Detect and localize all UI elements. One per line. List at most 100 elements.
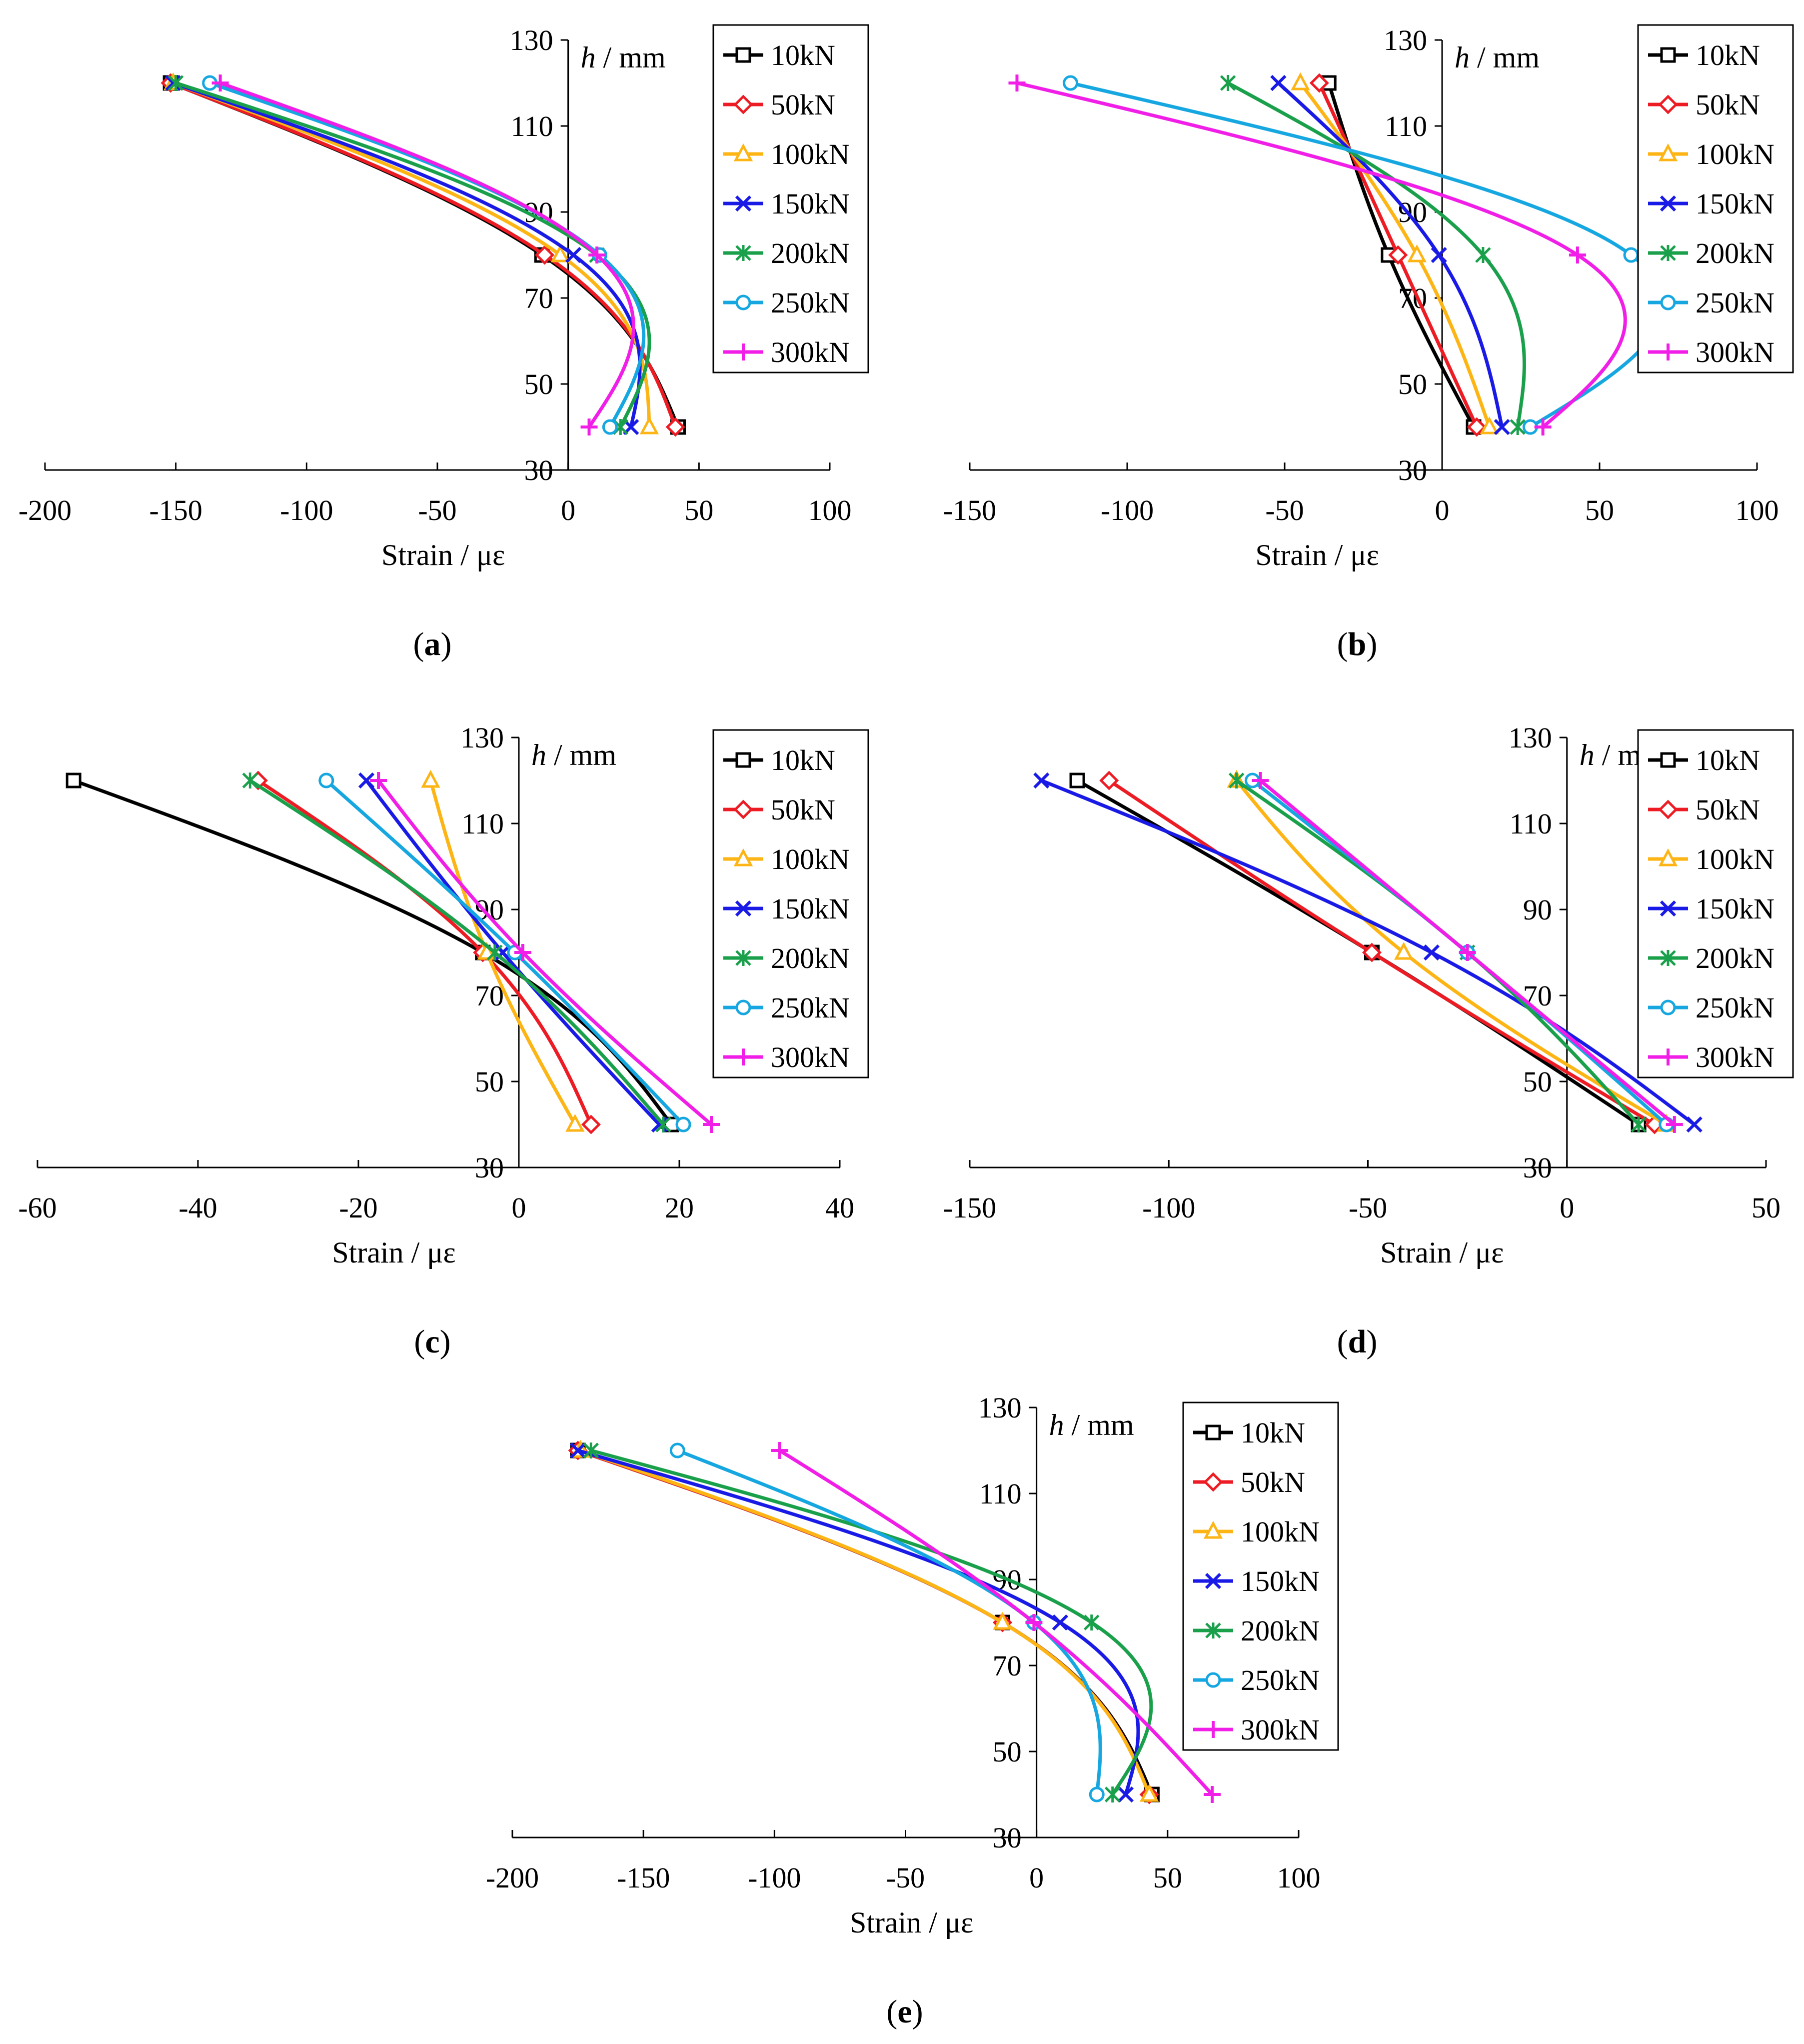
y-tick-label: 130 [510, 24, 553, 56]
legend-label: 50kN [1241, 1466, 1305, 1498]
x-axis-label: Strain / με [850, 1906, 973, 1939]
x-axis-label: Strain / με [1380, 1236, 1504, 1269]
data-point-150kN [1686, 1116, 1703, 1133]
y-tick-label: 110 [979, 1478, 1022, 1510]
legend-label: 200kN [771, 942, 850, 974]
data-point-300kN [1666, 1116, 1683, 1133]
series-line-50kN [169, 81, 677, 428]
y-tick-label: 50 [1523, 1066, 1552, 1098]
data-point-300kN [1534, 418, 1552, 436]
legend-label: 100kN [771, 843, 850, 876]
legend-marker [1205, 1721, 1222, 1738]
legend-marker [1660, 752, 1676, 768]
data-point-150kN [1033, 772, 1050, 789]
series-line-100kN [172, 81, 651, 428]
data-point-50kN [535, 245, 555, 265]
legend-marker [733, 143, 753, 162]
legend-marker [735, 344, 752, 360]
series-150kN [569, 1442, 1140, 1803]
data-point-250kN [675, 1116, 691, 1132]
x-tick-label: -200 [486, 1862, 539, 1894]
y-tick-label: 130 [460, 722, 504, 754]
data-point-150kN [358, 772, 375, 789]
legend-marker [1660, 950, 1676, 966]
y-tick-label: 90 [475, 894, 504, 926]
legend: 10kN 50kN 100kN 150kN 200kN 250kN 300kN [1182, 1402, 1339, 1751]
series-200kN [242, 772, 671, 1132]
y-tick-label: 130 [1384, 24, 1427, 56]
data-point-200kN [1220, 75, 1236, 91]
series-250kN [202, 75, 646, 435]
legend-label: 300kN [1696, 1041, 1775, 1074]
chart-panel-a: -200 -150 -100 -50 0 50 10013011090705030Strai… [18, 24, 869, 662]
series-50kN [160, 73, 685, 437]
data-point-200kN [1631, 1116, 1647, 1132]
legend-marker [1203, 1520, 1223, 1539]
legend-label: 10kN [1696, 39, 1760, 72]
x-tick-label: -50 [1265, 494, 1304, 526]
x-tick-label: -50 [1349, 1192, 1387, 1224]
series-line-150kN [172, 81, 642, 428]
y-tick-label: 30 [993, 1822, 1022, 1854]
legend-label: 50kN [1696, 794, 1760, 826]
y-tick-label: 30 [475, 1152, 504, 1184]
series-line-200kN [1227, 81, 1526, 428]
panel-caption: (b) [1337, 626, 1378, 662]
data-point-300kN [1459, 944, 1476, 961]
data-point-200kN [242, 772, 258, 788]
legend-label: 150kN [1696, 188, 1775, 220]
x-tick-label: -150 [943, 1192, 996, 1224]
x-tick-label: -50 [418, 494, 456, 526]
data-point-200kN [487, 944, 503, 960]
x-tick-label: -150 [617, 1862, 670, 1894]
x-tick-label: 50 [684, 494, 713, 526]
data-point-300kN [211, 74, 229, 92]
x-tick-label: 50 [1752, 1192, 1781, 1224]
data-point-50kN [1388, 245, 1408, 265]
x-tick-label: -150 [149, 494, 202, 526]
series-line-250kN [209, 81, 646, 428]
data-point-300kN [514, 944, 532, 961]
legend-marker [735, 245, 751, 261]
panel-caption: (d) [1337, 1324, 1378, 1360]
y-axis-label: h / mm [1455, 41, 1540, 74]
legend-label: 100kN [1696, 843, 1775, 876]
data-point-100kN [1394, 942, 1414, 960]
series-line-200kN [590, 1448, 1153, 1796]
y-tick-label: 50 [1398, 368, 1427, 400]
series-line-100kN [580, 1448, 1151, 1796]
data-point-250kN [1623, 247, 1639, 263]
x-tick-label: -60 [18, 1192, 56, 1224]
y-tick-label: 70 [993, 1650, 1022, 1682]
x-tick-label: 0 [561, 494, 575, 526]
data-point-100kN [1407, 244, 1427, 262]
series-200kN [583, 1442, 1153, 1802]
data-point-300kN [370, 772, 387, 789]
chart-panel-e: -200 -150 -100 -50 0 50 10013011090705030Strai… [486, 1392, 1339, 2030]
series-line-100kN [1235, 779, 1668, 1126]
legend-marker [1660, 195, 1677, 212]
series-line-300kN [219, 81, 635, 428]
legend-label: 10kN [1241, 1416, 1305, 1449]
data-point-150kN [1052, 1614, 1068, 1631]
legend-marker [1660, 47, 1676, 63]
y-axis-label: h / mm [1049, 1408, 1134, 1442]
data-point-150kN [1423, 944, 1440, 961]
data-point-200kN [583, 1442, 599, 1458]
data-point-100kN [1139, 1784, 1159, 1802]
y-tick-label: 110 [1510, 808, 1552, 840]
legend: 10kN 50kN 100kN 150kN 200kN 250kN 300kN [712, 24, 869, 374]
series-200kN [1228, 772, 1647, 1132]
data-point-300kN [588, 246, 606, 264]
x-tick-label: 100 [808, 494, 852, 526]
series-200kN [167, 75, 651, 435]
data-point-250kN [669, 1442, 685, 1458]
legend-marker [735, 950, 751, 966]
data-point-300kN [1025, 1614, 1043, 1631]
legend-label: 250kN [1241, 1664, 1320, 1696]
legend-label: 200kN [771, 237, 850, 270]
data-point-200kN [1104, 1786, 1121, 1802]
x-tick-label: 0 [1560, 1192, 1574, 1224]
